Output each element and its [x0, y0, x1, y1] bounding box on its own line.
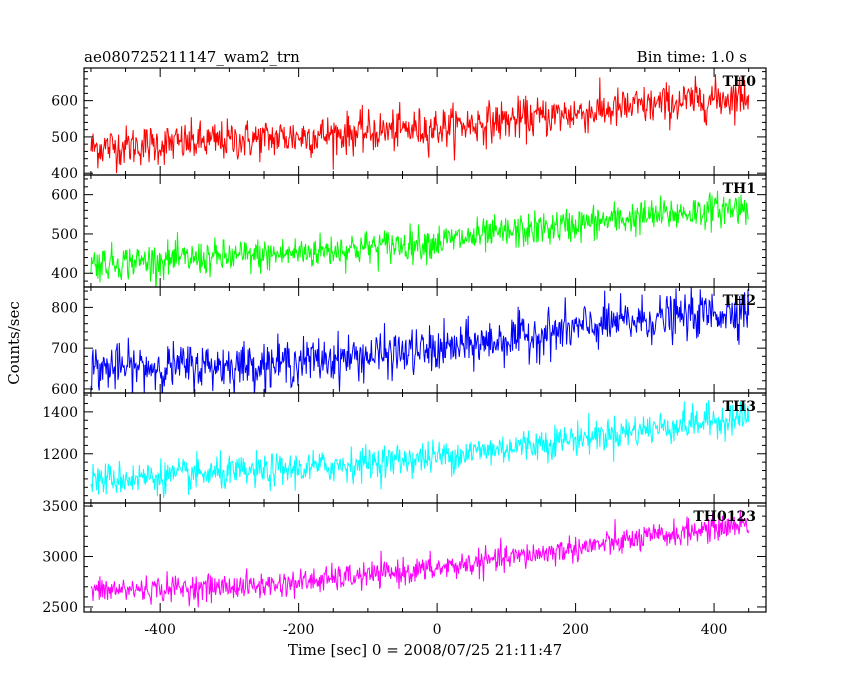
y-tick-label: 2500 [42, 600, 78, 616]
y-axis-label: Counts/sec [5, 301, 23, 385]
panel-label-th2: TH2 [723, 293, 756, 309]
y-tick-label: 700 [51, 341, 78, 357]
x-tick-label: 200 [562, 622, 589, 638]
x-axis: -400 -200 0 200 400 [144, 622, 727, 638]
plot-title: ae080725211147_wam2_trn [84, 48, 300, 66]
panel-frame [83, 502, 767, 613]
series-line-th3 [90, 400, 750, 498]
series-line-th2 [90, 287, 750, 393]
x-tick-label: 400 [701, 622, 728, 638]
series-line-th0123 [90, 510, 750, 608]
x-tick-label: 0 [433, 622, 442, 638]
x-tick-label: -400 [144, 622, 175, 638]
panels-group: 400 500 600 TH0 400 500 600 TH1 600 700 800 TH2 1200… [42, 67, 767, 616]
y-tick-label: 3500 [42, 499, 78, 515]
y-tick-label: 600 [51, 382, 78, 398]
y-tick-label: 1400 [42, 405, 78, 421]
y-tick-label: 600 [51, 188, 78, 204]
series-line-th1 [90, 190, 750, 287]
y-tick-label: 500 [51, 130, 78, 146]
y-tick-label: 3000 [42, 549, 78, 565]
panel-label-th3: TH3 [723, 399, 756, 415]
panel-th0123: 2500 3000 3500 TH0123 [42, 499, 767, 616]
panel-th3: 1200 1400 TH3 [42, 392, 767, 504]
bin-time-label: Bin time: 1.0 s [637, 48, 747, 66]
panel-label-th0: TH0 [723, 74, 757, 90]
y-tick-label: 800 [51, 300, 78, 316]
y-tick-label: 500 [51, 227, 78, 243]
panel-frame [83, 392, 767, 504]
panel-label-th0123: TH0123 [693, 509, 756, 525]
x-tick-label: -200 [283, 622, 314, 638]
series-line-th0 [90, 74, 750, 174]
panel-frame [83, 174, 767, 288]
y-tick-label: 400 [51, 266, 78, 282]
panel-th1: 400 500 600 TH1 [51, 174, 767, 288]
y-tick-label: 1200 [42, 447, 78, 463]
panel-th2: 600 700 800 TH2 [51, 286, 767, 398]
x-axis-label: Time [sec] 0 = 2008/07/25 21:11:47 [288, 641, 562, 659]
panel-th0: 400 500 600 TH0 [51, 67, 767, 182]
panel-label-th1: TH1 [723, 181, 756, 197]
y-tick-label: 600 [51, 94, 78, 110]
y-tick-label: 400 [51, 166, 78, 182]
